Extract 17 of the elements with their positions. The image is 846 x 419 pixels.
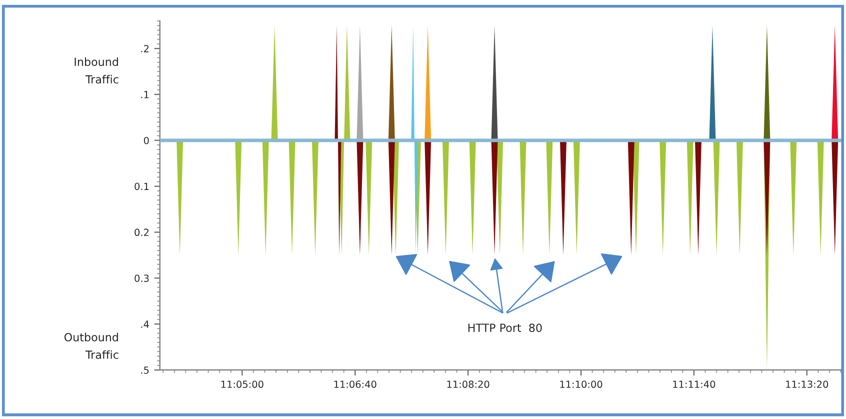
x-tick-label: 11:11:40: [673, 380, 716, 388]
annotation: HTTP Port 80: [468, 324, 542, 332]
y-tick-label: .2: [141, 44, 149, 52]
y-tick-label: 0.3: [134, 274, 149, 282]
x-tick-label: 11:13:20: [786, 380, 828, 388]
x-tick-label: 11:08:20: [447, 380, 490, 388]
y-tick-label: 0.1: [134, 182, 149, 190]
text: Outbound Traffic: [64, 332, 118, 359]
text: Inbound Traffic: [74, 57, 118, 84]
y-tick-label: .5: [141, 366, 149, 374]
y-tick-label: .4: [141, 320, 149, 328]
y-tick-label: 0: [144, 136, 149, 144]
y-tick-label: 0.2: [134, 228, 149, 236]
x-tick-label: 11:05:00: [221, 380, 264, 388]
y-tick-label: .1: [141, 91, 149, 98]
x-tick-label: 11:06:40: [334, 380, 376, 388]
x-tick-label: 11:10:00: [560, 380, 602, 388]
